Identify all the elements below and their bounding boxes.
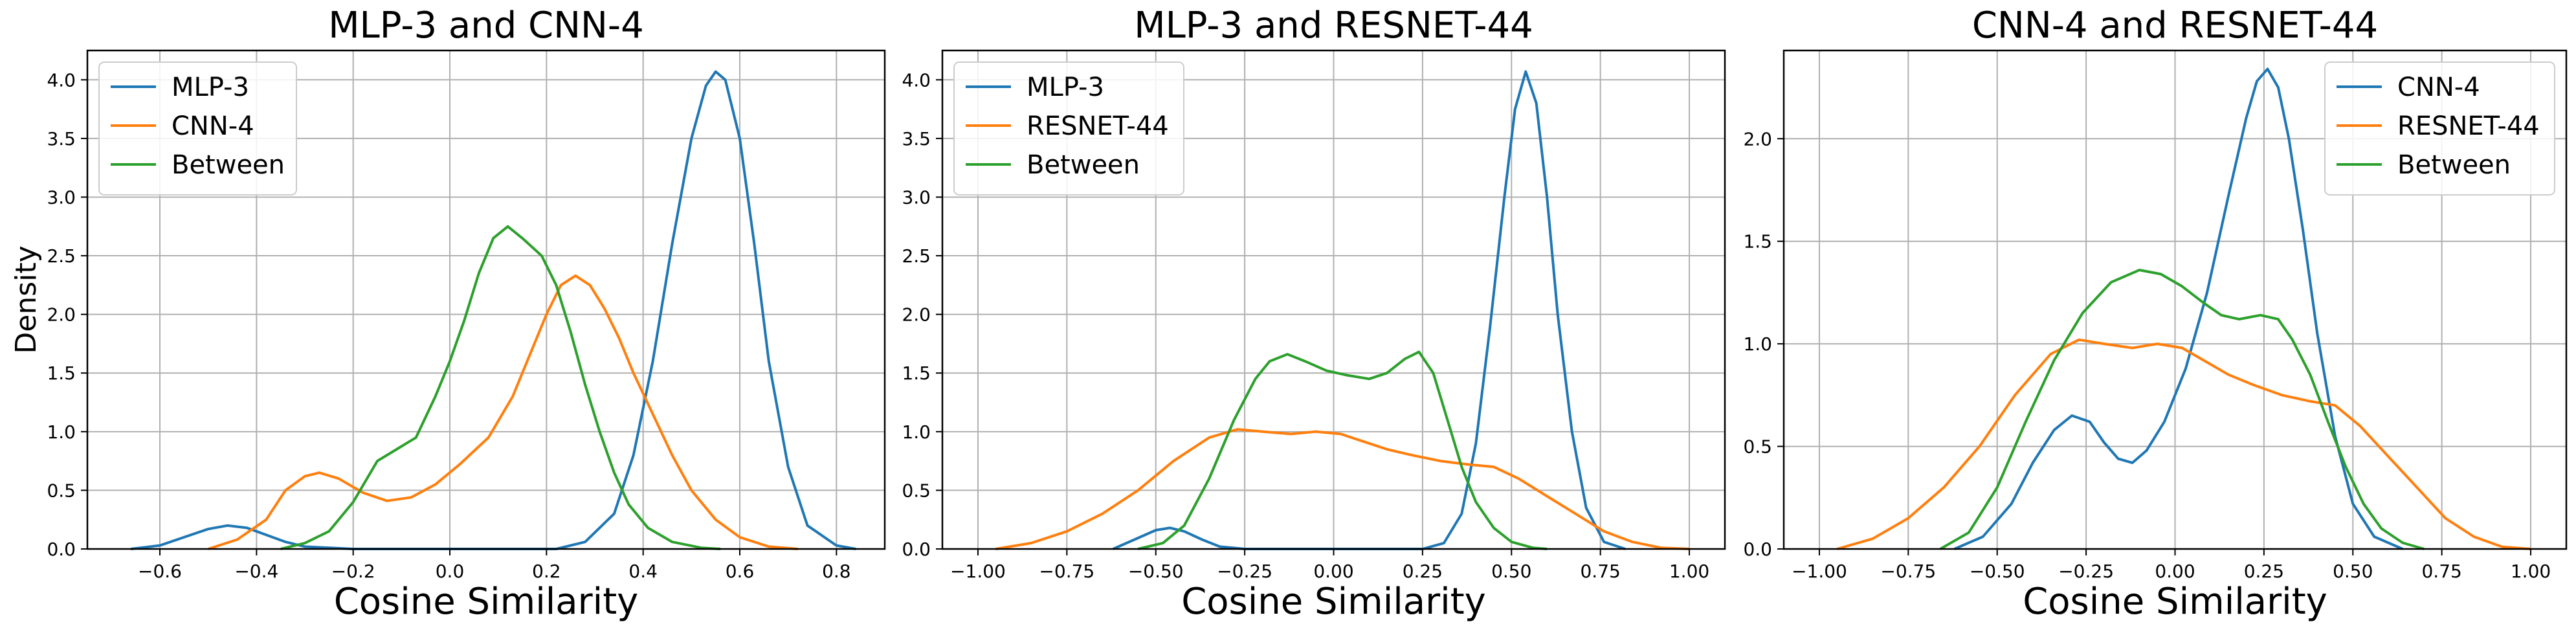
chart-panel-3: −1.00 −0.75 −0.50 −0.25 0.00 0.25 0.50 0.75 1.00… (1743, 5, 2568, 623)
x-axis-label: Cosine Similarity (334, 581, 639, 623)
chart-panel-1: −0.6 −0.4 −0.2 0.0 0.2 0.4 0.6 0.8 0.0 0.5 1.0 1.5 2… (10, 5, 886, 623)
series-line-resnet-44 (995, 428, 1690, 550)
y-tick-label: 2.0 (47, 304, 76, 326)
legend: CNN-4 RESNET-44 Between (2324, 61, 2555, 196)
y-axis-label: Density (10, 245, 43, 353)
series-line-cnn-4 (208, 274, 798, 550)
x-tick-label: 0.0 (436, 561, 465, 582)
legend-label: RESNET-44 (2397, 111, 2540, 141)
legend-box (953, 61, 1184, 196)
x-axis-label: Cosine Similarity (1181, 581, 1486, 623)
series-line-between (1939, 269, 2425, 550)
series-line-mlp-3 (1112, 70, 1626, 550)
x-tick-label: −0.4 (234, 561, 278, 582)
series-line-resnet-44 (1836, 338, 2531, 550)
x-tick-label: 0.8 (822, 561, 851, 582)
x-tick-label: 0.50 (2333, 561, 2373, 582)
series-line-cnn-4 (1954, 67, 2403, 550)
x-tick-label: 0.75 (1580, 561, 1620, 582)
y-tick-label: 1.0 (47, 421, 76, 443)
x-tick-label: −0.25 (1217, 561, 1272, 582)
x-tick-label: −0.50 (1128, 561, 1184, 582)
y-tick-label: 2.5 (902, 245, 931, 267)
x-tick-label: 0.75 (2421, 561, 2461, 582)
x-tick-label: −0.2 (331, 561, 375, 582)
x-tick-label: −0.25 (2058, 561, 2114, 582)
series-line-between (280, 225, 721, 550)
y-tick-label: 1.5 (47, 363, 76, 384)
x-tick-label: −1.00 (950, 561, 1006, 582)
legend-label: Between (172, 150, 285, 180)
chart-title: CNN-4 and RESNET-44 (1972, 5, 2378, 47)
legend-label: Between (1027, 150, 1140, 180)
series-line-mlp-3 (130, 70, 856, 550)
plot-frame (86, 49, 886, 550)
legend-label: CNN-4 (2397, 73, 2480, 102)
y-tick-label: 0.0 (47, 539, 76, 560)
y-tick-label: 0.5 (902, 480, 931, 501)
y-tick-label: 2.0 (902, 304, 931, 326)
x-tick-label: −0.75 (1880, 561, 1936, 582)
y-tick-label: 0.5 (47, 480, 76, 501)
x-tick-label: 0.6 (726, 561, 755, 582)
legend-label: CNN-4 (172, 111, 254, 141)
y-tick-label: 3.0 (902, 186, 931, 208)
y-tick-label: 3.5 (902, 128, 931, 150)
x-tick-label: −0.6 (138, 561, 182, 582)
legend-label: Between (2397, 150, 2511, 180)
chart-title: MLP-3 and CNN-4 (328, 5, 644, 47)
y-tick-label: 3.5 (47, 128, 76, 150)
x-tick-label: 0.50 (1491, 561, 1531, 582)
x-tick-label: 1.00 (1669, 561, 1709, 582)
y-tick-label: 0.0 (902, 539, 931, 560)
x-tick-label: 0.25 (2244, 561, 2284, 582)
y-tick-label: 1.5 (1743, 231, 1772, 252)
x-tick-label: −0.50 (1970, 561, 2025, 582)
chart-panel-2: −1.00 −0.75 −0.50 −0.25 0.00 0.25 0.50 0.75 1.00… (902, 5, 1726, 623)
y-tick-label: 1.0 (1743, 333, 1772, 355)
legend-label: MLP-3 (172, 73, 249, 102)
legend-box (2324, 61, 2555, 196)
x-tick-label: 0.00 (2155, 561, 2195, 582)
legend-box (98, 61, 297, 196)
legend: MLP-3 CNN-4 Between (98, 61, 297, 196)
legend: MLP-3 RESNET-44 Between (953, 61, 1184, 196)
x-tick-label: −1.00 (1792, 561, 1847, 582)
y-tick-label: 3.0 (47, 186, 76, 208)
x-tick-label: 0.4 (628, 561, 658, 582)
series-line-between (1137, 350, 1548, 550)
x-axis-label: Cosine Similarity (2023, 581, 2327, 623)
chart-title: MLP-3 and RESNET-44 (1134, 5, 1533, 47)
y-tick-label: 1.0 (902, 421, 931, 443)
legend-label: RESNET-44 (1027, 111, 1169, 141)
y-tick-label: 0.0 (1743, 539, 1772, 560)
legend-label: MLP-3 (1027, 73, 1104, 102)
x-tick-label: 0.25 (1403, 561, 1443, 582)
y-tick-label: 2.0 (1743, 128, 1772, 150)
y-tick-label: 2.5 (47, 245, 76, 267)
x-tick-label: 1.00 (2511, 561, 2551, 582)
y-tick-label: 4.0 (902, 69, 931, 91)
x-tick-label: 0.00 (1313, 561, 1353, 582)
y-tick-label: 0.5 (1743, 436, 1772, 458)
x-tick-label: 0.2 (532, 561, 561, 582)
x-tick-label: −0.75 (1039, 561, 1094, 582)
y-tick-label: 1.5 (902, 363, 931, 384)
y-tick-label: 4.0 (47, 69, 76, 91)
